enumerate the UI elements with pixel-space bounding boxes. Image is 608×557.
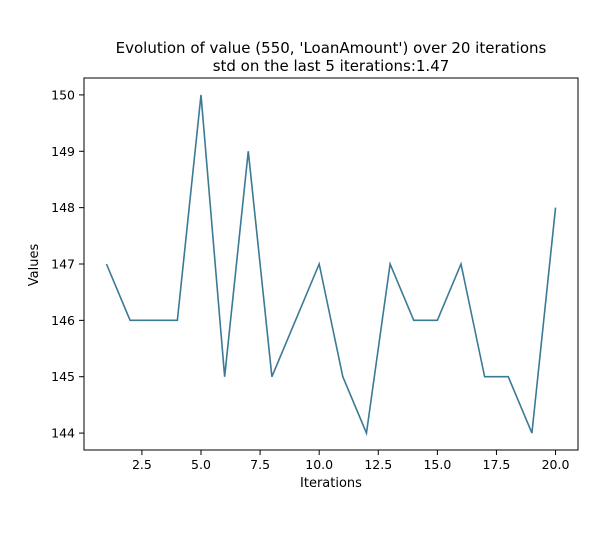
chart-subtitle: std on the last 5 iterations:1.47 (213, 57, 450, 75)
y-tick-label: 150 (51, 87, 75, 102)
x-axis-label: Iterations (300, 476, 362, 491)
x-tick-label: 12.5 (364, 457, 392, 472)
y-tick-label: 147 (51, 257, 75, 272)
plot-frame (83, 77, 579, 451)
x-tick-label: 10.0 (305, 457, 333, 472)
x-tick-label: 5.0 (191, 457, 211, 472)
y-tick-label: 149 (51, 144, 75, 159)
x-tick-label: 20.0 (542, 457, 570, 472)
plot-area: 2.5 5.0 7.5 10.0 12.5 15.0 17.5 20.0 144 145 146 14… (51, 77, 579, 472)
x-tick-label: 15.0 (423, 457, 451, 472)
chart-title: Evolution of value (550, 'LoanAmount') o… (116, 39, 547, 57)
series-line-0 (105, 94, 557, 437)
y-tick-label: 146 (51, 313, 75, 328)
x-tick-label: 7.5 (250, 457, 270, 472)
y-tick-label: 144 (51, 426, 75, 441)
y-tick-label: 148 (51, 200, 75, 215)
x-tick-label: 17.5 (483, 457, 511, 472)
y-tick-label: 145 (51, 369, 75, 384)
x-tick-label: 2.5 (132, 457, 152, 472)
y-axis-label: Values (27, 244, 42, 287)
